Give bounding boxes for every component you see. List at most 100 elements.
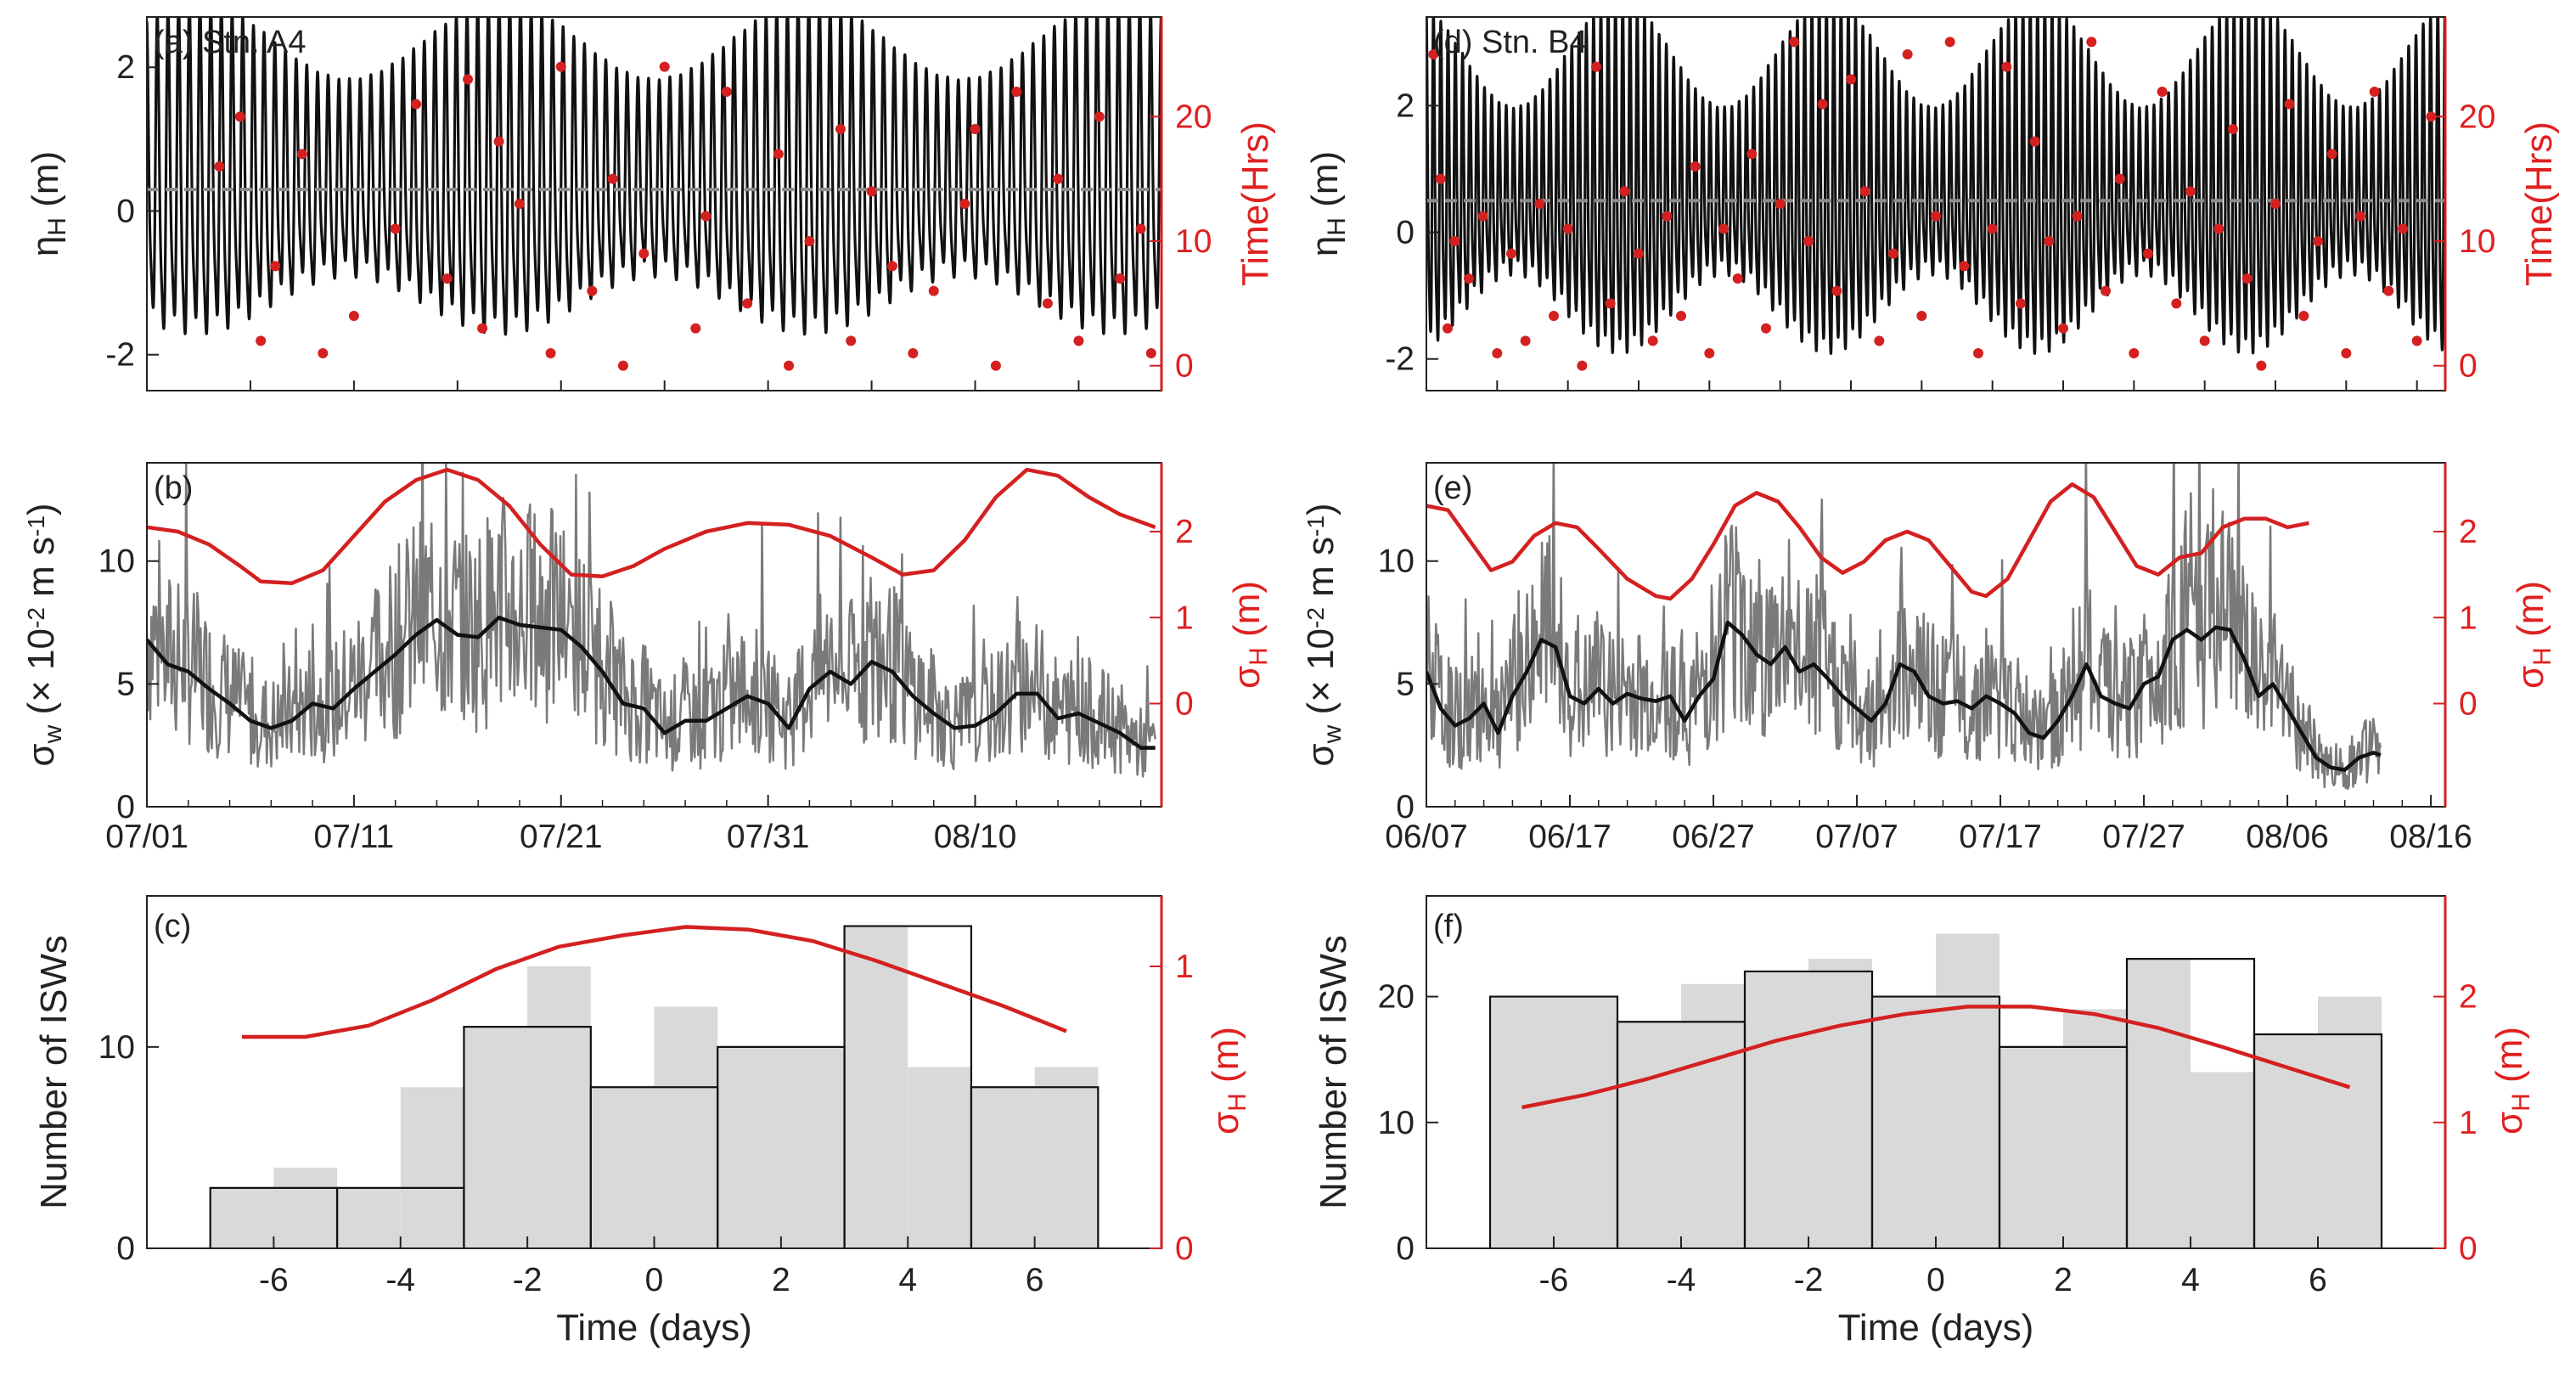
isw-time-dot-d bbox=[2313, 236, 2323, 246]
isw-time-dot-d bbox=[2072, 211, 2083, 222]
ytick-label-e: 10 bbox=[1378, 543, 1415, 580]
ytick-label-b: 5 bbox=[116, 666, 135, 702]
isw-time-dot-a bbox=[784, 360, 795, 371]
isw-time-dot-d bbox=[1973, 348, 1983, 358]
ytick-label-d: 0 bbox=[1396, 215, 1415, 251]
hist-outline-c bbox=[970, 1086, 1100, 1248]
isw-time-dot-d bbox=[1477, 211, 1488, 222]
sigma-h-line-e bbox=[1426, 482, 2309, 601]
isw-time-dot-d bbox=[1520, 335, 1531, 346]
ytick-label-f: 0 bbox=[1396, 1230, 1415, 1267]
ytick-right-label-b: 0 bbox=[1175, 686, 1194, 723]
hist-bar-c bbox=[464, 1027, 528, 1248]
isw-time-dot-d bbox=[2383, 285, 2394, 296]
isw-time-dot-d bbox=[2185, 186, 2196, 197]
ytick-right-label-d: 10 bbox=[2459, 223, 2495, 260]
isw-time-dot-a bbox=[214, 161, 225, 172]
ylabel-a: ηH (m) bbox=[25, 151, 71, 256]
isw-time-dot-d bbox=[1931, 211, 1941, 222]
panel-label-d: (d) Stn. B4 bbox=[1433, 25, 1588, 60]
isw-time-dot-d bbox=[2270, 199, 2281, 209]
isw-time-dot-a bbox=[721, 87, 732, 97]
isw-time-dot-d bbox=[2029, 136, 2040, 147]
isw-time-dot-d bbox=[1987, 223, 1998, 234]
ytick-label-c: 0 bbox=[116, 1230, 135, 1267]
xtick-label-f: -6 bbox=[1539, 1262, 1569, 1298]
xtick-label-c: 0 bbox=[645, 1262, 664, 1298]
ylabel-d: ηH (m) bbox=[1304, 151, 1351, 256]
ytick-label-a: 0 bbox=[116, 193, 135, 229]
isw-time-dot-a bbox=[348, 311, 359, 321]
ytick-right-label-e: 0 bbox=[2459, 686, 2478, 723]
isw-time-dot-a bbox=[990, 360, 1001, 371]
isw-time-dot-d bbox=[2326, 149, 2337, 160]
isw-time-dot-d bbox=[1464, 273, 1474, 284]
isw-time-dot-d bbox=[2044, 236, 2055, 246]
isw-time-dot-a bbox=[846, 335, 857, 346]
isw-time-dot-a bbox=[1115, 273, 1126, 284]
ytick-right-label-c: 1 bbox=[1175, 949, 1194, 985]
isw-time-dot-a bbox=[742, 298, 753, 309]
isw-time-dot-d bbox=[1718, 223, 1729, 234]
sigma-w-smooth-e bbox=[1426, 620, 2382, 772]
isw-time-dot-a bbox=[463, 74, 474, 85]
isw-time-dot-a bbox=[442, 273, 453, 284]
ytick-label-a: 2 bbox=[116, 49, 135, 86]
panel-label-b: (b) bbox=[154, 470, 193, 506]
isw-time-dot-a bbox=[1094, 111, 1105, 122]
hist-bar-f bbox=[1554, 996, 1617, 1248]
isw-time-dot-a bbox=[970, 124, 981, 134]
isw-time-dot-a bbox=[659, 61, 670, 72]
hist-bar-c bbox=[400, 1087, 464, 1248]
ytick-right-label-f: 2 bbox=[2459, 979, 2478, 1016]
isw-time-dot-d bbox=[2143, 248, 2153, 259]
ytick-label-e: 0 bbox=[1396, 789, 1415, 825]
sigma-h-curve-c bbox=[242, 925, 1067, 1039]
ytick-right-label-a: 0 bbox=[1175, 348, 1194, 385]
isw-time-dot-d bbox=[1846, 74, 1856, 85]
xtick-label-b: 07/31 bbox=[727, 819, 810, 855]
isw-time-dot-a bbox=[390, 223, 401, 234]
xtick-label-e: 07/17 bbox=[1959, 819, 2042, 855]
isw-time-dot-d bbox=[1831, 285, 1842, 296]
isw-time-dot-d bbox=[1634, 248, 1644, 259]
ytick-right-label-a: 20 bbox=[1175, 99, 1212, 135]
xtick-label-c: -2 bbox=[513, 1262, 543, 1298]
hist-bar-f bbox=[1490, 996, 1554, 1248]
isw-time-dot-d bbox=[1789, 37, 1800, 48]
ytick-right-label-b: 1 bbox=[1175, 600, 1194, 636]
isw-time-dot-d bbox=[2199, 335, 2210, 346]
hist-bar-c bbox=[210, 1187, 274, 1248]
isw-time-dot-a bbox=[296, 149, 307, 160]
isw-time-dot-a bbox=[804, 236, 815, 246]
xtick-label-f: -4 bbox=[1667, 1262, 1696, 1298]
xtick-label-f: 0 bbox=[1926, 1262, 1945, 1298]
isw-time-dot-a bbox=[886, 261, 897, 272]
isw-time-dot-d bbox=[2426, 111, 2437, 122]
plot-area-a bbox=[147, 17, 1161, 371]
sigma-h-line-b bbox=[147, 467, 1156, 586]
isw-time-dot-d bbox=[1746, 149, 1758, 160]
ytick-label-d: -2 bbox=[1385, 341, 1415, 378]
isw-time-dot-d bbox=[1761, 323, 1771, 334]
xtick-label-c: 6 bbox=[1026, 1262, 1044, 1298]
hist-bar-f bbox=[1872, 996, 1936, 1248]
ytick-right-label-d: 20 bbox=[2459, 99, 2495, 135]
isw-time-dot-a bbox=[477, 323, 488, 334]
xtick-label-e: 07/07 bbox=[1815, 819, 1898, 855]
isw-time-dot-d bbox=[1492, 348, 1503, 358]
xtick-label-b: 07/21 bbox=[520, 819, 603, 855]
ytick-label-e: 5 bbox=[1396, 666, 1415, 702]
sigma-w-raw-b bbox=[147, 463, 1156, 778]
ylabel-e: σw (× 10-2 m s-1) bbox=[1300, 503, 1347, 766]
xtick-label-c: -4 bbox=[385, 1262, 415, 1298]
isw-time-dot-a bbox=[256, 335, 267, 346]
isw-time-dot-a bbox=[1011, 87, 1022, 97]
ylabel-right-f: σH (m) bbox=[2489, 1027, 2535, 1135]
xtick-label-c: 2 bbox=[772, 1262, 790, 1298]
isw-time-dot-d bbox=[2228, 124, 2238, 134]
ytick-right-label-d: 0 bbox=[2459, 348, 2478, 385]
panel-label-e: (e) bbox=[1433, 470, 1472, 506]
